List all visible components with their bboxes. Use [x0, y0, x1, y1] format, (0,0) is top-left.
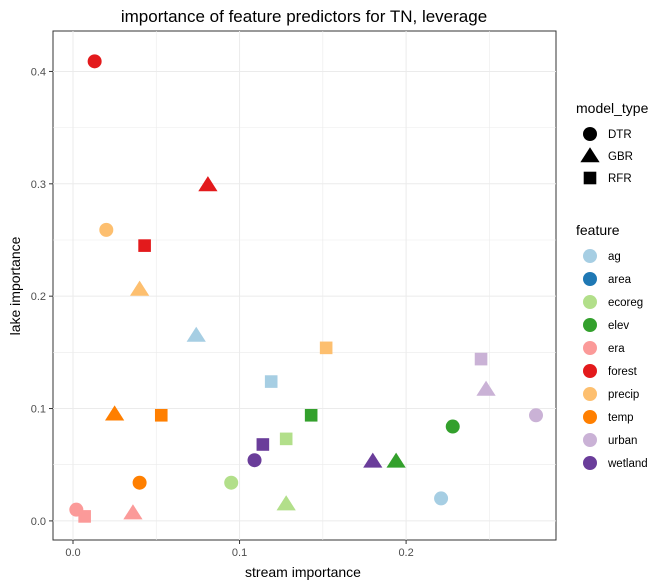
shape-legend: model_type DTR GBR RFR [576, 100, 649, 185]
point-ecoreg-dtr [224, 475, 239, 490]
point-forest-rfr [138, 239, 151, 252]
legend-era-key [583, 341, 597, 355]
point-temp-gbr [105, 405, 125, 421]
point-elev-dtr [445, 419, 460, 434]
point-precip-gbr [129, 280, 150, 296]
shape-legend-label: DTR [608, 129, 632, 141]
y-axis-title: lake importance [7, 236, 23, 335]
x-tick-label: 0.2 [398, 547, 413, 559]
point-era-rfr [78, 510, 91, 523]
point-urban-rfr [474, 352, 488, 366]
point-wetland-rfr [256, 438, 270, 451]
y-tick-label: 0.1 [31, 404, 46, 416]
point-temp-rfr [154, 408, 168, 422]
color-legend-label: wetland [607, 458, 648, 470]
color-legend-label: area [608, 274, 632, 286]
color-legend-label: elev [608, 320, 629, 332]
legend-ecoreg-key [583, 295, 597, 309]
gridlines [53, 31, 556, 540]
shape-legend-label: RFR [608, 173, 632, 185]
point-ag-rfr [264, 375, 278, 388]
color-legend-label: urban [608, 435, 637, 447]
y-tick-label: 0.3 [31, 179, 46, 191]
point-era-gbr [123, 504, 143, 520]
panel-background [52, 30, 557, 541]
y-tick-label: 0.2 [31, 291, 46, 303]
color-legend-label: era [608, 343, 625, 355]
point-wetland-dtr [247, 453, 262, 468]
legend-forest-key [583, 364, 597, 378]
point-elev-rfr [304, 408, 318, 422]
data-points [69, 54, 544, 523]
point-precip-rfr [319, 341, 333, 355]
point-precip-dtr [99, 222, 114, 237]
legend-precip-key [583, 387, 597, 401]
legend-temp-key [583, 410, 597, 424]
y-tick-label: 0.0 [31, 516, 46, 528]
chart-title: importance of feature predictors for TN,… [121, 7, 487, 26]
point-ecoreg-rfr [279, 432, 293, 446]
color-legend-label: precip [608, 389, 639, 401]
point-temp-dtr [132, 475, 147, 490]
point-urban-dtr [529, 408, 544, 423]
legend-square-key [583, 171, 597, 185]
legend-circle-key [583, 127, 597, 141]
legend-area-key [583, 272, 597, 286]
x-axis-ticks: 0.0 0.1 0.2 [65, 540, 414, 559]
legend-triangle-key [580, 147, 600, 163]
point-wetland-gbr [363, 452, 383, 468]
legend-ag-key [583, 249, 597, 263]
color-legend: feature ag area ecoreg elev era forest precip t… [576, 222, 648, 470]
color-legend-label: temp [608, 412, 634, 424]
color-legend-label: ag [608, 251, 621, 263]
point-urban-gbr [476, 380, 496, 396]
color-legend-title: feature [576, 222, 620, 238]
color-legend-label: ecoreg [608, 297, 643, 309]
x-axis-title: stream importance [245, 564, 361, 580]
point-ag-gbr [186, 326, 206, 342]
point-forest-gbr [198, 176, 218, 192]
color-legend-label: forest [608, 366, 638, 378]
shape-legend-label: GBR [608, 151, 633, 163]
y-axis-ticks: 0.0 0.1 0.2 0.3 0.4 [31, 66, 53, 528]
shape-legend-title: model_type [576, 100, 649, 116]
y-tick-label: 0.4 [31, 66, 46, 78]
x-tick-label: 0.1 [232, 547, 247, 559]
legend-wetland-key [583, 456, 597, 470]
point-forest-dtr [87, 54, 102, 69]
point-elev-gbr [386, 452, 406, 468]
x-tick-label: 0.0 [65, 547, 80, 559]
legend-urban-key [583, 433, 597, 447]
point-ag-dtr [434, 491, 449, 506]
legend-elev-key [583, 318, 597, 332]
point-ecoreg-gbr [276, 495, 296, 511]
